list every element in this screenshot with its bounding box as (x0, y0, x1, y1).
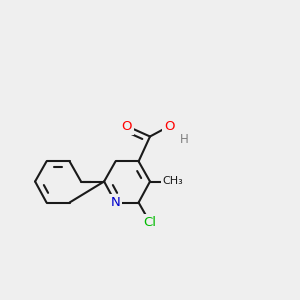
Text: N: N (111, 196, 120, 209)
Text: H: H (179, 133, 188, 146)
Text: O: O (121, 119, 132, 133)
Text: O: O (164, 119, 175, 133)
Text: CH₃: CH₃ (163, 176, 184, 187)
Text: Cl: Cl (143, 216, 157, 229)
